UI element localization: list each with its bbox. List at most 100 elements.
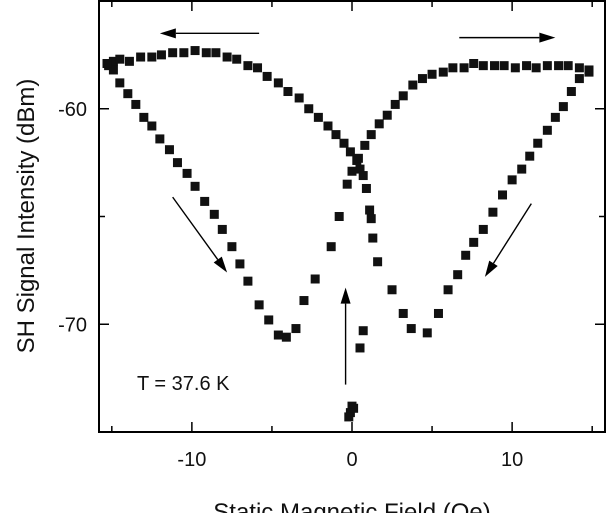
- data-point: [531, 63, 541, 73]
- data-point: [201, 48, 211, 58]
- data-point: [360, 140, 370, 150]
- data-point: [542, 61, 552, 71]
- data-point: [390, 99, 400, 109]
- data-point: [155, 134, 165, 144]
- data-point: [550, 112, 560, 122]
- data-point: [243, 276, 253, 286]
- direction-arrow: [484, 203, 532, 277]
- data-point: [387, 285, 397, 295]
- data-point: [417, 74, 427, 84]
- data-point: [453, 270, 463, 280]
- data-point: [498, 190, 508, 200]
- data-point: [443, 285, 453, 295]
- data-point: [115, 78, 125, 88]
- data-point: [374, 119, 384, 129]
- data-point: [339, 138, 349, 148]
- data-point: [345, 147, 355, 157]
- data-point: [283, 87, 293, 97]
- data-point: [525, 151, 535, 161]
- data-point: [281, 332, 291, 342]
- data-point: [365, 205, 375, 215]
- data-point: [291, 324, 301, 334]
- data-point: [478, 224, 488, 234]
- data-point: [243, 61, 253, 71]
- data-point: [368, 233, 378, 243]
- data-point: [566, 87, 576, 97]
- direction-arrow: [459, 32, 556, 43]
- data-point: [190, 46, 200, 56]
- data-point: [209, 209, 219, 219]
- data-point: [147, 52, 157, 62]
- data-point: [115, 54, 125, 64]
- data-point: [574, 74, 584, 84]
- arrow-head: [484, 260, 498, 277]
- data-point: [355, 343, 365, 353]
- data-point: [510, 63, 520, 73]
- x-axis-title: Static Magnetic Field (Oe): [213, 499, 490, 513]
- data-point: [342, 179, 352, 189]
- data-point: [124, 56, 134, 66]
- data-point: [517, 164, 527, 174]
- data-point: [398, 91, 408, 101]
- data-point: [304, 104, 314, 114]
- data-point: [344, 412, 354, 422]
- y-tick-label: -60: [58, 99, 87, 121]
- data-point: [358, 171, 368, 181]
- data-point: [182, 168, 192, 178]
- y-axis-title: SH Signal Intensity (dBm): [13, 79, 40, 354]
- data-point: [147, 121, 157, 131]
- series-2: [102, 58, 594, 342]
- data-point: [254, 300, 264, 310]
- data-point: [353, 153, 363, 163]
- data-point: [273, 330, 283, 340]
- data-point: [172, 158, 182, 168]
- data-point: [542, 125, 552, 135]
- arrow-shaft: [172, 196, 219, 260]
- data-point: [366, 214, 376, 224]
- data-point: [438, 67, 448, 77]
- direction-arrow: [159, 28, 260, 39]
- data-point: [382, 110, 392, 120]
- data-point: [522, 61, 532, 71]
- data-point: [584, 65, 594, 75]
- data-point: [499, 61, 509, 71]
- temperature-annotation: T = 37.6 K: [137, 373, 230, 395]
- data-point: [574, 63, 584, 73]
- data-point: [139, 112, 149, 122]
- data-point: [123, 89, 133, 99]
- data-point: [334, 212, 344, 221]
- arrow-head: [539, 32, 556, 43]
- data-point: [478, 61, 488, 71]
- data-point: [168, 48, 178, 58]
- data-point: [262, 71, 272, 81]
- data-point: [373, 257, 383, 267]
- data-point: [102, 58, 112, 68]
- data-point: [264, 315, 274, 325]
- data-point: [361, 183, 371, 193]
- arrow-head: [340, 287, 351, 304]
- data-point: [253, 63, 263, 73]
- series-1: [104, 46, 594, 338]
- direction-arrow: [340, 287, 351, 385]
- data-point: [563, 61, 573, 71]
- data-point: [355, 164, 365, 174]
- data-point: [469, 237, 479, 247]
- data-point: [108, 65, 118, 75]
- data-point: [294, 93, 304, 103]
- data-point: [179, 48, 189, 58]
- series-3: [344, 326, 368, 422]
- data-point: [217, 224, 227, 234]
- x-tick-label: 10: [501, 449, 523, 471]
- plot-frame: [98, 0, 606, 433]
- data-point: [488, 207, 498, 217]
- data-point: [232, 54, 242, 64]
- data-point: [164, 145, 174, 155]
- data-point: [235, 259, 245, 269]
- data-point: [200, 196, 210, 206]
- data-point: [136, 52, 146, 62]
- direction-arrow: [172, 196, 228, 273]
- data-point: [558, 102, 568, 112]
- x-tick-label: 0: [346, 449, 357, 471]
- data-point: [131, 99, 141, 109]
